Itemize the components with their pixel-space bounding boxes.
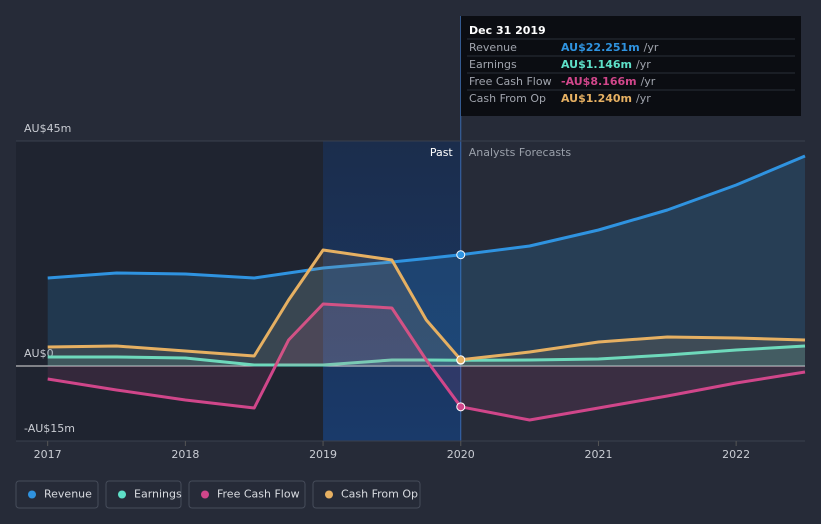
- tooltip-unit: /yr: [636, 58, 651, 71]
- tooltip-box: [461, 16, 801, 116]
- x-tick-label: 2017: [34, 448, 62, 461]
- legend-item[interactable]: Free Cash Flow: [188, 480, 306, 509]
- tooltip-unit: /yr: [636, 92, 651, 105]
- x-tick-label: 2020: [447, 448, 475, 461]
- tooltip-label: Free Cash Flow: [469, 75, 552, 88]
- past-label: Past: [430, 146, 454, 159]
- tooltip-value: -AU$8.166m/yr: [561, 75, 656, 88]
- legend-item[interactable]: Cash From Op: [312, 480, 421, 509]
- tooltip: Dec 31 2019 Revenue AU$22.251m/yr Earnings A…: [461, 16, 801, 116]
- forecast-label: Analysts Forecasts: [469, 146, 572, 159]
- legend-button[interactable]: [105, 480, 182, 509]
- marker: [456, 250, 466, 260]
- legend-swatch: [201, 490, 209, 499]
- tooltip-value: AU$1.146m/yr: [561, 58, 651, 71]
- legend-swatch: [325, 490, 333, 499]
- y-tick-label: -AU$15m: [24, 422, 75, 435]
- marker: [456, 355, 466, 365]
- marker: [456, 402, 466, 412]
- x-tick-label: 2019: [309, 448, 337, 461]
- legend-button[interactable]: [188, 480, 306, 509]
- tooltip-value-number: -AU$8.166m: [561, 75, 637, 88]
- x-tick-label: 2018: [171, 448, 199, 461]
- legend-button[interactable]: [15, 480, 99, 509]
- x-tick-label: 2022: [722, 448, 750, 461]
- tooltip-value-number: AU$1.240m: [561, 92, 632, 105]
- legend-label[interactable]: Earnings: [134, 488, 182, 501]
- series-line: [47, 302, 806, 422]
- tooltip-value-number: AU$22.251m: [561, 41, 640, 54]
- tooltip-value: AU$1.240m/yr: [561, 92, 651, 105]
- tooltip-unit: /yr: [641, 75, 656, 88]
- series-line: [47, 154, 806, 280]
- series-area: [47, 156, 805, 366]
- highlight-region: [323, 141, 461, 441]
- series-area: [47, 346, 805, 366]
- tooltip-unit: /yr: [644, 41, 659, 54]
- legend-swatch: [118, 490, 126, 499]
- x-tick-label: 2021: [584, 448, 612, 461]
- past-region: [16, 141, 324, 441]
- legend-swatch: [28, 490, 36, 499]
- legend-button[interactable]: [312, 480, 421, 509]
- series-area: [47, 250, 805, 366]
- tooltip-label: Revenue: [469, 41, 517, 54]
- tooltip-label: Earnings: [469, 58, 517, 71]
- y-tick-label: AU$0: [24, 347, 54, 360]
- legend-label[interactable]: Cash From Op: [341, 488, 418, 501]
- legend-label[interactable]: Revenue: [44, 488, 92, 501]
- series-line: [47, 248, 806, 362]
- legend-label[interactable]: Free Cash Flow: [217, 488, 300, 501]
- y-tick-label: AU$45m: [24, 122, 71, 135]
- tooltip-label: Cash From Op: [469, 92, 546, 105]
- legend-item[interactable]: Revenue: [15, 480, 99, 509]
- series-line: [47, 344, 806, 367]
- legend-item[interactable]: Earnings: [105, 480, 182, 509]
- tooltip-value-number: AU$1.146m: [561, 58, 632, 71]
- tooltip-title: Dec 31 2019: [469, 24, 546, 37]
- tooltip-value: AU$22.251m/yr: [561, 41, 659, 54]
